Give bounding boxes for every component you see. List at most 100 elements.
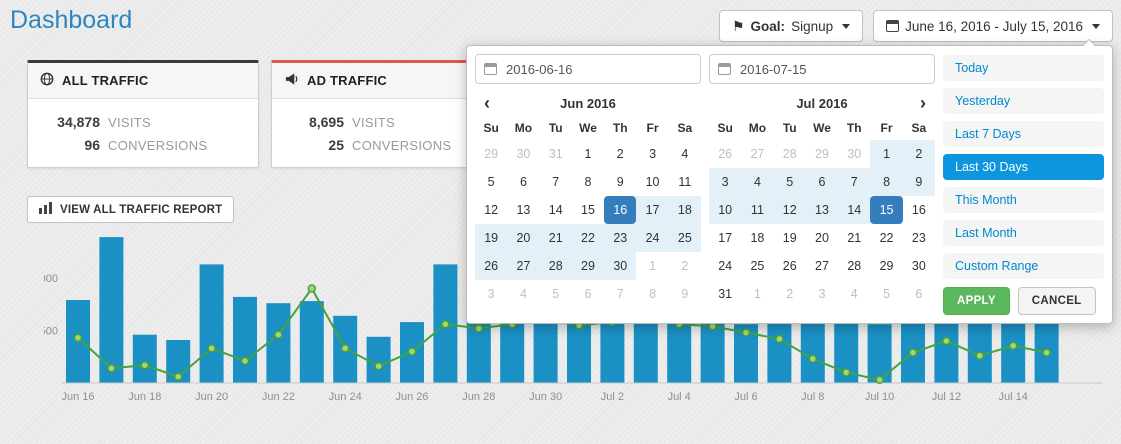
calendar-day[interactable]: 5 — [552, 287, 560, 301]
calendar-day[interactable]: 5 — [487, 175, 495, 189]
calendar-day[interactable]: 1 — [753, 287, 761, 301]
calendar-day[interactable]: 15 — [581, 203, 595, 217]
date-range-button[interactable]: June 16, 2016 - July 15, 2016 — [873, 10, 1113, 42]
calendar-day[interactable]: 13 — [805, 196, 839, 224]
calendar-day[interactable]: 11 — [741, 196, 774, 224]
calendar-day[interactable]: 29 — [815, 147, 829, 161]
calendar-day[interactable]: 16 — [604, 196, 637, 224]
range-option-today[interactable]: Today — [943, 55, 1104, 81]
range-option-last-month[interactable]: Last Month — [943, 220, 1104, 246]
calendar-day[interactable]: 2 — [681, 259, 689, 273]
calendar-day[interactable]: 6 — [805, 168, 839, 196]
calendar-day[interactable]: 30 — [604, 252, 637, 280]
calendar-day[interactable]: 3 — [649, 147, 657, 161]
calendar-day[interactable]: 28 — [539, 252, 572, 280]
cancel-button[interactable]: CANCEL — [1017, 287, 1096, 315]
calendar-day[interactable]: 8 — [649, 287, 657, 301]
calendar-day[interactable]: 7 — [552, 175, 560, 189]
calendar-day[interactable]: 6 — [915, 287, 923, 301]
calendar-day[interactable]: 6 — [519, 175, 527, 189]
calendar-day[interactable]: 1 — [870, 140, 903, 168]
calendar-day[interactable]: 9 — [902, 168, 935, 196]
calendar-day[interactable]: 31 — [548, 147, 563, 161]
calendar-day[interactable]: 7 — [616, 287, 624, 301]
range-option-this-month[interactable]: This Month — [943, 187, 1104, 213]
calendar-day[interactable]: 1 — [649, 259, 657, 273]
calendar-day[interactable]: 27 — [507, 252, 540, 280]
calendar-day[interactable]: 28 — [847, 259, 862, 273]
calendar-day[interactable]: 4 — [741, 168, 774, 196]
range-option-last-7-days[interactable]: Last 7 Days — [943, 121, 1104, 147]
goal-selector-button[interactable]: ⚑ Goal: Signup — [718, 10, 864, 42]
calendar-day[interactable]: 8 — [870, 168, 903, 196]
calendar-day[interactable]: 24 — [718, 259, 733, 273]
range-option-custom-range[interactable]: Custom Range — [943, 253, 1104, 279]
calendar-day[interactable]: 9 — [616, 175, 624, 189]
calendar-day[interactable]: 10 — [709, 196, 742, 224]
calendar-day[interactable]: 17 — [718, 231, 733, 245]
calendar-day[interactable]: 25 — [668, 224, 701, 252]
calendar-day[interactable]: 27 — [815, 259, 829, 273]
calendar-day[interactable]: 21 — [847, 231, 862, 245]
calendar-day[interactable]: 31 — [718, 287, 733, 301]
calendar-day[interactable]: 29 — [879, 259, 894, 273]
view-all-traffic-report-button[interactable]: VIEW ALL TRAFFIC REPORT — [27, 196, 235, 223]
calendar-day[interactable]: 5 — [883, 287, 891, 301]
range-option-last-30-days[interactable]: Last 30 Days — [943, 154, 1104, 180]
calendar-day[interactable]: 4 — [850, 287, 858, 301]
calendar-day[interactable]: 26 — [475, 252, 508, 280]
calendar-day[interactable]: 12 — [484, 203, 499, 217]
calendar-day[interactable]: 14 — [548, 203, 563, 217]
calendar-day[interactable]: 6 — [584, 287, 592, 301]
apply-button[interactable]: APPLY — [943, 287, 1010, 315]
calendar-day[interactable]: 22 — [571, 224, 605, 252]
calendar-day[interactable]: 30 — [516, 147, 531, 161]
calendar-day[interactable]: 2 — [902, 140, 935, 168]
calendar-day[interactable]: 10 — [645, 175, 660, 189]
calendar-day[interactable]: 26 — [718, 147, 733, 161]
calendar-day[interactable]: 16 — [911, 203, 926, 217]
calendar-day[interactable]: 8 — [584, 175, 592, 189]
calendar-day[interactable]: 3 — [709, 168, 742, 196]
calendar-day[interactable]: 27 — [750, 147, 765, 161]
calendar-day[interactable]: 19 — [475, 224, 508, 252]
range-option-yesterday[interactable]: Yesterday — [943, 88, 1104, 114]
calendar-day[interactable]: 29 — [571, 252, 605, 280]
calendar-day[interactable]: 4 — [519, 287, 527, 301]
calendar-day[interactable]: 14 — [838, 196, 871, 224]
calendar-day[interactable]: 9 — [681, 287, 689, 301]
calendar-day[interactable]: 5 — [773, 168, 806, 196]
calendar-day[interactable]: 18 — [668, 196, 701, 224]
calendar-day[interactable]: 28 — [782, 147, 797, 161]
calendar-day[interactable]: 20 — [507, 224, 540, 252]
calendar-day[interactable]: 23 — [604, 224, 637, 252]
end-date-input[interactable] — [709, 54, 935, 84]
calendar-day[interactable]: 19 — [782, 231, 797, 245]
calendar-day[interactable]: 2 — [616, 147, 624, 161]
calendar-day[interactable]: 20 — [815, 231, 829, 245]
calendar-day[interactable]: 12 — [773, 196, 806, 224]
calendar-day[interactable]: 7 — [838, 168, 871, 196]
start-date-input[interactable] — [475, 54, 701, 84]
calendar-day[interactable]: 30 — [847, 147, 862, 161]
calendar-day[interactable]: 23 — [911, 231, 926, 245]
calendar-day[interactable]: 11 — [678, 175, 692, 189]
calendar-day[interactable]: 29 — [484, 147, 499, 161]
calendar-day[interactable]: 18 — [750, 231, 765, 245]
calendar-day[interactable]: 21 — [539, 224, 572, 252]
calendar-day[interactable]: 1 — [584, 147, 592, 161]
calendar-day[interactable]: 3 — [818, 287, 826, 301]
calendar-day[interactable]: 4 — [681, 147, 689, 161]
calendar-day[interactable]: 25 — [750, 259, 765, 273]
calendar-day[interactable]: 30 — [911, 259, 926, 273]
prev-month-button[interactable]: ‹ — [484, 93, 490, 113]
calendar-day[interactable]: 17 — [636, 196, 669, 224]
calendar-day[interactable]: 2 — [786, 287, 794, 301]
calendar-day[interactable]: 15 — [870, 196, 903, 224]
next-month-button[interactable]: › — [920, 93, 926, 113]
calendar-day[interactable]: 24 — [636, 224, 669, 252]
calendar-day[interactable]: 13 — [516, 203, 531, 217]
calendar-day[interactable]: 26 — [782, 259, 797, 273]
calendar-day[interactable]: 3 — [487, 287, 495, 301]
calendar-day[interactable]: 22 — [879, 231, 894, 245]
